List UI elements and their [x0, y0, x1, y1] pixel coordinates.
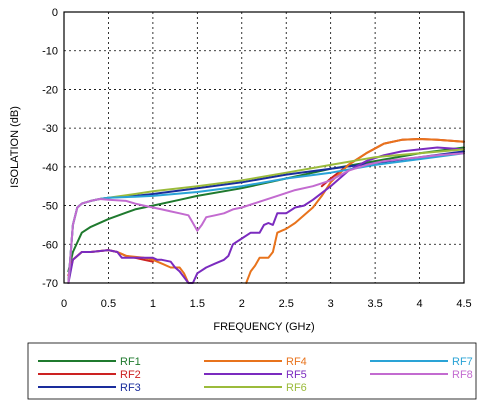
y-tick-label: 0	[52, 7, 58, 19]
series-line-rf3	[67, 150, 465, 284]
legend-label-rf1: RF1	[120, 356, 141, 368]
series-lines	[67, 138, 465, 284]
y-tick-label: -70	[42, 278, 58, 290]
series-line-rf8	[67, 152, 465, 284]
y-axis-label: ISOLATION (dB)	[9, 106, 21, 188]
series-line-rf5	[67, 146, 465, 284]
x-tick-label: 4	[416, 298, 422, 310]
y-tick-label: -50	[42, 201, 58, 213]
legend-box	[27, 342, 477, 400]
series-line-rf4-high-band	[245, 138, 465, 284]
axis-ticks: 0 0.5 1 1.5 2 2.5 3 3.5 4 4.5 0 -10 -20 -30 -40 -50 -60 -…	[42, 7, 472, 310]
series-line-rf1	[67, 146, 465, 273]
y-tick-label: -60	[42, 239, 58, 251]
x-tick-label: 0.5	[101, 298, 116, 310]
y-tick-label: -30	[42, 123, 58, 135]
x-tick-label: 1	[150, 298, 156, 310]
legend-label-rf2: RF2	[120, 369, 141, 381]
legend-label-rf6: RF6	[286, 382, 307, 394]
legend-label-rf7: RF7	[452, 356, 473, 368]
grid-lines	[64, 12, 464, 283]
x-tick-label: 4.5	[456, 298, 471, 310]
plot-frame	[63, 11, 465, 284]
x-tick-label: 3.5	[367, 298, 382, 310]
x-tick-label: 1.5	[190, 298, 205, 310]
series-line-rf7	[67, 152, 465, 284]
legend-label-rf4: RF4	[286, 356, 307, 368]
series-line-rf6	[67, 148, 465, 284]
y-tick-label: -40	[42, 162, 58, 174]
x-axis-label: FREQUENCY (GHz)	[213, 321, 314, 333]
x-tick-label: 0	[61, 298, 67, 310]
y-tick-label: -10	[42, 46, 58, 58]
legend-label-rf5: RF5	[286, 369, 307, 381]
x-tick-label: 3	[328, 298, 334, 310]
legend-label-rf8: RF8	[452, 369, 473, 381]
legend-label-rf3: RF3	[120, 382, 141, 394]
y-tick-label: -20	[42, 84, 58, 96]
series-line-rf4	[67, 249, 190, 284]
x-tick-label: 2	[239, 298, 245, 310]
x-tick-label: 2.5	[279, 298, 294, 310]
